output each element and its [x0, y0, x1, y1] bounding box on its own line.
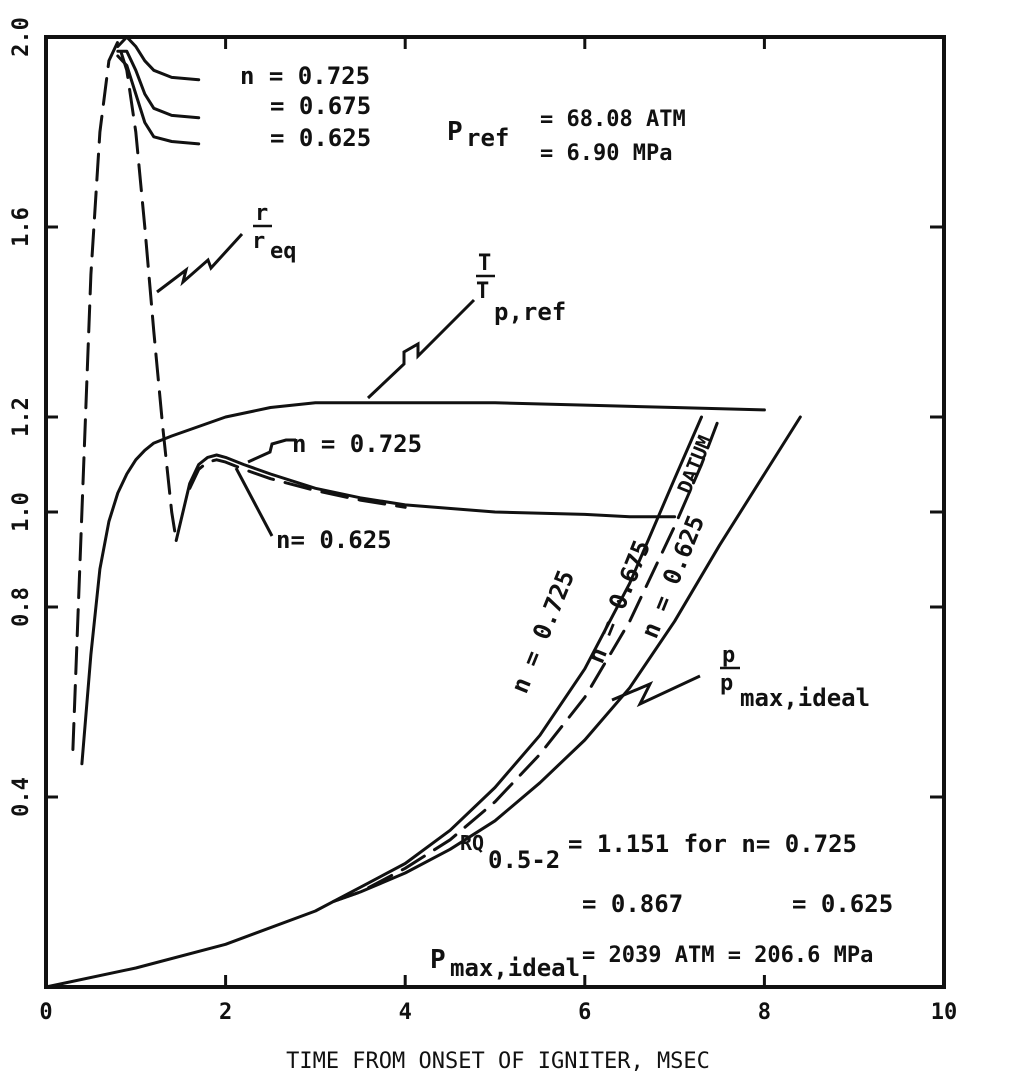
t-ratio-numerator: T — [478, 251, 491, 276]
t-ratio-denominator: T — [476, 279, 489, 304]
series-line-6 — [174, 453, 677, 542]
series-line-3 — [116, 49, 201, 120]
label-n-0725-mid: n = 0.725 — [292, 430, 422, 458]
label-n-0675-curve: n = 0.675 — [582, 536, 657, 667]
pref-subscript: ref — [466, 124, 509, 152]
series-line-2 — [116, 35, 201, 82]
x-tick-label: 2 — [219, 1000, 232, 1025]
p-ratio-subscript: max,ideal — [740, 684, 870, 712]
y-tick-label: 2.0 — [9, 17, 34, 57]
y-tick-label: 1.2 — [9, 397, 34, 437]
pmax-symbol: P — [430, 945, 446, 975]
pmax-subscript: max,ideal — [450, 954, 580, 982]
rq-subscript: 0.5-2 — [488, 846, 560, 874]
t-ratio-subscript: p,ref — [494, 298, 566, 326]
series-line-4 — [116, 54, 201, 146]
p-ratio-denominator: p — [720, 671, 733, 696]
pref-symbol: P — [447, 117, 463, 147]
leader-t-ratio — [366, 298, 476, 400]
series-line-7 — [188, 458, 407, 509]
series-line-9 — [331, 415, 721, 903]
x-tick-label: 6 — [578, 1000, 591, 1025]
rq-symbol: RQ — [460, 831, 484, 855]
r-ratio-numerator: r — [255, 201, 268, 226]
label-datum: DATUM — [672, 432, 717, 497]
y-tick-label: 1.6 — [9, 207, 34, 247]
series-line-5 — [80, 401, 766, 766]
label-n-0675-top: = 0.675 — [270, 92, 371, 120]
series-layer — [44, 35, 802, 989]
label-n-0625-top: = 0.625 — [270, 124, 371, 152]
leader-p-ratio — [611, 674, 701, 708]
y-tick-label: 1.0 — [9, 492, 34, 532]
tick-labels: 0 2 4 6 8 10 0.4 0.8 1.0 1.2 1.6 2.0 — [9, 17, 957, 1025]
leader-lines — [156, 232, 701, 708]
series-line-1 — [71, 40, 178, 751]
label-n-0725-curve: n = 0.725 — [506, 566, 581, 697]
label-n-0625-mid: n= 0.625 — [276, 526, 392, 554]
r-ratio-denominator: r — [252, 229, 265, 254]
y-tick-label: 0.8 — [9, 587, 34, 627]
leader-n-0625-mid — [234, 467, 274, 537]
series-line-8 — [44, 415, 703, 989]
r-ratio-subscript: eq — [270, 239, 297, 264]
x-axis-label: TIME FROM ONSET OF IGNITER, MSEC — [286, 1049, 710, 1074]
series-line-10 — [331, 415, 802, 903]
pref-value-mpa: = 6.90 MPa — [540, 141, 672, 166]
rq-value-0725: = 1.151 for n= 0.725 — [568, 830, 857, 858]
pref-value-atm: = 68.08 ATM — [540, 107, 686, 132]
leader-n-0725-mid — [247, 438, 296, 464]
annotations: n = 0.725 = 0.675 = 0.625 P ref = 68.08 … — [240, 62, 893, 1074]
x-tick-label: 10 — [931, 1000, 958, 1025]
pmax-value: = 2039 ATM = 206.6 MPa — [582, 943, 873, 968]
leader-r-ratio — [156, 232, 244, 294]
rq-value-0625: = 0.625 — [792, 890, 893, 918]
x-tick-label: 0 — [39, 1000, 52, 1025]
y-tick-label: 0.4 — [9, 777, 34, 817]
label-n-0725-top: n = 0.725 — [240, 62, 370, 90]
x-tick-label: 4 — [399, 1000, 412, 1025]
x-tick-label: 8 — [758, 1000, 771, 1025]
plot-frame — [44, 35, 946, 989]
rq-value-0867: = 0.867 — [582, 890, 683, 918]
p-ratio-numerator: p — [722, 643, 735, 668]
